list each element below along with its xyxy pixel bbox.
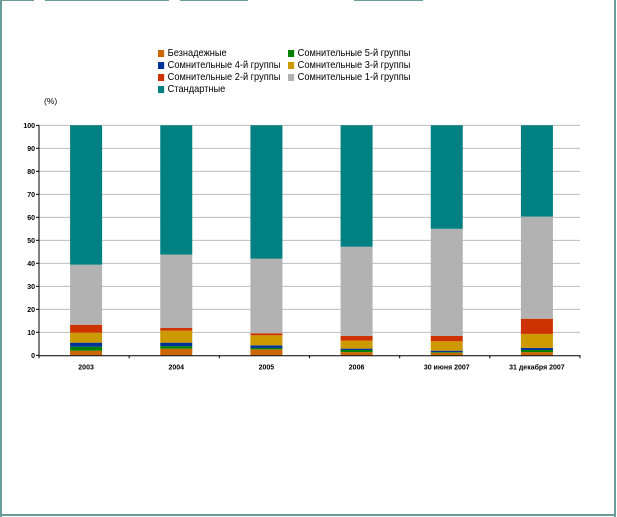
y-tick-label: 80 <box>27 169 35 176</box>
bar-segment <box>160 348 193 356</box>
bar-segment <box>70 332 103 343</box>
bar-segment <box>340 352 373 356</box>
bar-segment <box>250 347 283 350</box>
frame-top-border-segment <box>180 0 248 1</box>
y-tick-label: 50 <box>27 238 35 245</box>
y-tick-label: 40 <box>27 261 35 268</box>
bar-segment <box>250 125 283 259</box>
legend-swatch-group2 <box>158 73 165 81</box>
bar-segment <box>340 125 373 247</box>
legend-swatch-group1 <box>288 73 295 81</box>
bar-segment <box>520 352 553 356</box>
bar-segment <box>340 335 373 341</box>
legend-swatch-group5 <box>288 49 295 57</box>
bar-segment <box>160 327 193 331</box>
legend-label: Стандартные <box>167 83 226 95</box>
bar-segment <box>250 349 283 356</box>
y-tick-label: 100 <box>23 123 35 130</box>
legend-label: Сомнительные 4-й группы <box>167 59 281 71</box>
frame-left-border <box>0 0 2 517</box>
bar-segment <box>250 333 283 336</box>
bar-segment <box>520 347 553 351</box>
legend-swatch-beznadezhnye <box>158 49 165 57</box>
bar-segment <box>340 348 373 351</box>
legend-item: Сомнительные 4-й группы <box>158 59 280 71</box>
bar-segment <box>160 125 193 255</box>
x-tick-label: 31 декабря 2007 <box>509 363 565 371</box>
legend-label: Сомнительные 5-й группы <box>297 47 411 59</box>
y-tick-label: 10 <box>27 330 35 337</box>
bar-segment <box>430 341 463 351</box>
y-tick-label: 70 <box>27 192 35 199</box>
bar-segment <box>430 352 463 356</box>
legend-swatch-group3 <box>288 61 295 69</box>
bar-segment <box>70 342 103 347</box>
y-tick-labels: 0 10 20 30 40 50 60 70 80 90 100 <box>23 123 35 360</box>
bar-segment <box>430 335 463 342</box>
frame-bottom-border <box>0 514 616 516</box>
bar-segment <box>520 216 553 319</box>
x-tick-label: 2003 <box>78 364 94 371</box>
bar-segment <box>250 258 283 334</box>
y-tick-label: 30 <box>27 284 35 291</box>
legend-swatch-standard <box>158 85 165 93</box>
y-tick-label: 0 <box>31 353 35 360</box>
legend-label: Сомнительные 1-й группы <box>297 71 411 83</box>
legend-item: Сомнительные 2-й группы <box>158 71 280 83</box>
legend-item: Сомнительные 1-й группы <box>288 71 410 83</box>
bar-segment <box>160 346 193 349</box>
bar-segment <box>250 345 283 348</box>
legend-item: Сомнительные 5-й группы <box>288 47 410 59</box>
legend-item: Безнадежные <box>158 47 227 59</box>
y-tick-label: 90 <box>27 146 35 153</box>
bar-segment <box>520 125 553 217</box>
frame-right-border <box>614 0 616 517</box>
bar-segment <box>430 125 463 229</box>
bar-segment <box>160 330 193 343</box>
y-tick-label: 60 <box>27 215 35 222</box>
legend-swatch-group4 <box>158 61 165 69</box>
bar-segment <box>520 333 553 348</box>
bar-segment <box>430 350 463 353</box>
bar-segment <box>340 246 373 336</box>
bar-segment <box>340 340 373 349</box>
bar-segment <box>160 342 193 347</box>
bar-segment <box>70 350 103 356</box>
axes <box>36 124 581 359</box>
legend-item: Стандартные <box>158 83 225 95</box>
bar-segment <box>430 228 463 336</box>
bars <box>70 125 553 356</box>
legend-item: Сомнительные 3-й группы <box>288 59 410 71</box>
legend-label: Сомнительные 2-й группы <box>167 71 281 83</box>
y-tick-label: 20 <box>27 307 35 314</box>
bar-segment <box>430 352 463 353</box>
bar-segment <box>340 350 373 353</box>
x-tick-label: 30 июня 2007 <box>424 364 470 371</box>
legend-label: Безнадежные <box>167 47 227 59</box>
bar-segment <box>520 350 553 353</box>
bar-segment <box>160 254 193 328</box>
bar-segment <box>520 318 553 334</box>
bar-segment <box>250 335 283 346</box>
bar-segment <box>70 324 103 333</box>
legend-label: Сомнительные 3-й группы <box>297 59 411 71</box>
y-axis-unit-label: (%) <box>44 96 57 106</box>
frame-top-border-segment <box>0 0 34 1</box>
x-tick-labels: 2003 2004 2005 2006 30 июня 2007 31 декабря 2… <box>78 363 565 371</box>
frame-top-border-segment <box>45 0 169 1</box>
bar-segment <box>70 346 103 351</box>
bar-segment <box>70 125 103 265</box>
x-tick-label: 2004 <box>168 364 184 371</box>
frame-top-border-segment <box>354 0 423 1</box>
grid-lines <box>39 124 580 333</box>
x-tick-label: 2005 <box>259 364 275 371</box>
x-tick-label: 2006 <box>349 364 365 371</box>
bar-segment <box>70 264 103 325</box>
